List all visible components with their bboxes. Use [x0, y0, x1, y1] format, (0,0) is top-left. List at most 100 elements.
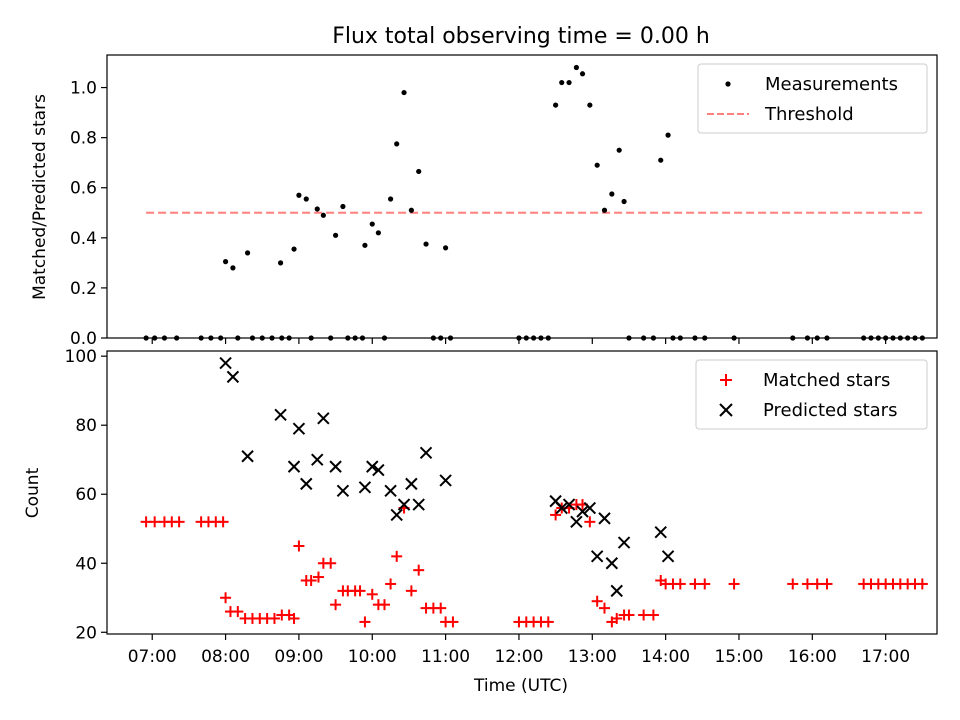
- measurement-point: [579, 71, 586, 77]
- top-ytick-label: 0.0: [70, 329, 97, 349]
- bottom-xtick-label: 11:00: [421, 647, 470, 667]
- top-y-axis-label: Matched/Predicted stars: [30, 94, 50, 300]
- bottom-plot-area: [140, 356, 928, 628]
- matched-star-point: [584, 516, 596, 528]
- matched-star-point: [447, 616, 459, 628]
- measurement-point: [332, 232, 339, 238]
- bottom-xtick-label: 08:00: [201, 647, 250, 667]
- measurement-point: [401, 89, 407, 96]
- legend-matched-label: Matched stars: [763, 370, 890, 391]
- legend-measurements-marker: [725, 81, 731, 87]
- measurement-point: [340, 203, 346, 210]
- predicted-star-point: [570, 515, 583, 529]
- measurement-point: [230, 265, 236, 271]
- measurement-point: [244, 250, 251, 256]
- top-ytick-label: 0.4: [70, 229, 97, 249]
- bottom-xtick-label: 12:00: [494, 647, 543, 667]
- bottom-ytick-label: 20: [75, 623, 97, 643]
- bottom-subplot: 20 40 60 80 100 07:00 08:00 09:00 10:00 11:00 12:…: [23, 347, 938, 696]
- bottom-xtick-label: 15:00: [714, 647, 763, 667]
- bottom-ytick-label: 100: [65, 347, 97, 367]
- matched-star-point: [599, 602, 611, 614]
- predicted-star-point: [576, 505, 589, 518]
- matched-star-point: [325, 557, 337, 569]
- matched-star-point: [728, 578, 740, 590]
- matched-star-point: [359, 616, 371, 628]
- measurement-point: [394, 141, 400, 147]
- matched-star-point: [674, 578, 686, 590]
- top-x-ticks: [151, 338, 887, 344]
- predicted-star-point: [439, 474, 452, 487]
- top-subplot: 0.0 0.2 0.4 0.6 0.8 1.0 Matched/Predicted sta…: [30, 54, 938, 349]
- predicted-star-point: [661, 550, 675, 563]
- predicted-star-point: [617, 536, 631, 549]
- matched-star-point: [699, 578, 711, 590]
- bottom-xtick-label: 14:00: [641, 647, 690, 667]
- predicted-star-point: [384, 484, 397, 497]
- measurement-point: [408, 207, 414, 213]
- matched-star-point: [542, 616, 554, 628]
- matched-star-point: [611, 612, 623, 624]
- matched-star-point: [288, 612, 300, 624]
- matched-star-point: [638, 609, 650, 621]
- matched-star-point: [591, 595, 603, 607]
- matched-star-point: [623, 609, 635, 621]
- bottom-ytick-label: 80: [75, 416, 97, 436]
- predicted-star-point: [219, 356, 232, 370]
- predicted-star-point: [412, 498, 425, 511]
- measurement-point: [296, 192, 302, 198]
- bottom-legend: Matched stars Predicted stars: [695, 359, 928, 430]
- measurement-point: [303, 196, 309, 202]
- measurement-point: [658, 157, 664, 163]
- matched-star-point: [801, 578, 813, 590]
- top-axes-frame: [106, 54, 938, 339]
- measurement-point: [320, 212, 326, 218]
- measurement-point: [423, 241, 429, 247]
- measurement-point: [573, 64, 579, 71]
- matched-star-point: [689, 578, 701, 590]
- bottom-x-axis-label: Time (UTC): [473, 676, 568, 696]
- predicted-star-point: [317, 412, 330, 425]
- legend-measurements-label: Measurements: [765, 74, 898, 95]
- matched-star-point: [550, 509, 562, 521]
- legend-matched-marker: [720, 374, 732, 386]
- predicted-star-point: [292, 422, 306, 435]
- predicted-star-point: [555, 501, 568, 515]
- predicted-star-point: [372, 463, 385, 477]
- matched-star-point: [268, 612, 280, 624]
- top-legend-box: [697, 63, 928, 134]
- matched-star-point: [354, 585, 366, 597]
- predicted-star-point: [610, 584, 623, 598]
- legend-threshold-label: Threshold: [764, 104, 854, 125]
- predicted-star-point: [654, 525, 667, 539]
- top-ytick-label: 0.6: [70, 179, 97, 199]
- predicted-star-point: [358, 481, 372, 494]
- predicted-star-point: [583, 501, 597, 515]
- matched-star-point: [149, 516, 161, 528]
- matched-star-point: [220, 592, 232, 604]
- matched-star-point: [366, 588, 378, 600]
- measurement-point: [387, 196, 394, 202]
- matched-star-point: [391, 550, 403, 562]
- bottom-legend-box: [695, 359, 928, 430]
- matched-star-point: [385, 578, 397, 590]
- matched-star-point: [405, 585, 417, 597]
- predicted-star-point: [311, 453, 324, 466]
- top-legend: Measurements Threshold: [697, 63, 928, 134]
- predicted-star-point: [336, 484, 350, 497]
- matched-star-point: [330, 599, 342, 611]
- predicted-star-point: [605, 557, 619, 570]
- bottom-xtick-label: 07:00: [128, 647, 177, 667]
- matched-star-point: [811, 578, 823, 590]
- measurement-point: [291, 246, 297, 252]
- top-ytick-label: 1.0: [70, 79, 97, 99]
- predicted-star-point: [419, 446, 433, 460]
- matched-star-point: [378, 599, 390, 611]
- matched-star-point: [173, 516, 185, 528]
- matched-star-point: [647, 609, 659, 621]
- bottom-xtick-label: 10:00: [348, 647, 397, 667]
- measurement-point: [362, 242, 368, 248]
- bottom-y-axis-label: Count: [23, 467, 43, 518]
- measurement-point: [665, 132, 671, 138]
- matched-star-point: [413, 564, 425, 576]
